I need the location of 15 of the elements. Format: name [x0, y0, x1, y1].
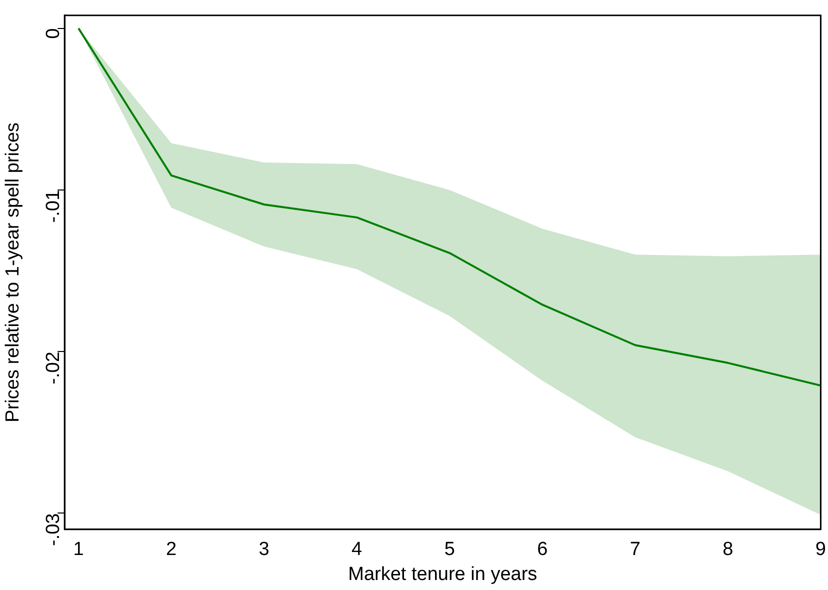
- y-tick-label: -.03: [42, 513, 64, 546]
- x-tick-label: 2: [166, 539, 177, 560]
- y-tick-label: 0: [42, 28, 64, 39]
- x-tick-label: 8: [722, 539, 734, 560]
- x-tick-label: 9: [815, 539, 826, 560]
- x-tick-label: 1: [73, 539, 84, 560]
- y-tick-label: -.01: [42, 190, 64, 223]
- x-axis-title: Market tenure in years: [348, 564, 538, 585]
- x-tick-label: 7: [630, 539, 640, 560]
- y-tick-label: -.02: [42, 352, 64, 384]
- x-tick-label: 6: [537, 539, 548, 560]
- x-tick-label: 4: [352, 539, 363, 560]
- x-tick-label: 3: [258, 539, 270, 560]
- x-tick-label: 5: [444, 539, 455, 560]
- y-axis-title: Prices relative to 1-year spell prices: [2, 122, 24, 422]
